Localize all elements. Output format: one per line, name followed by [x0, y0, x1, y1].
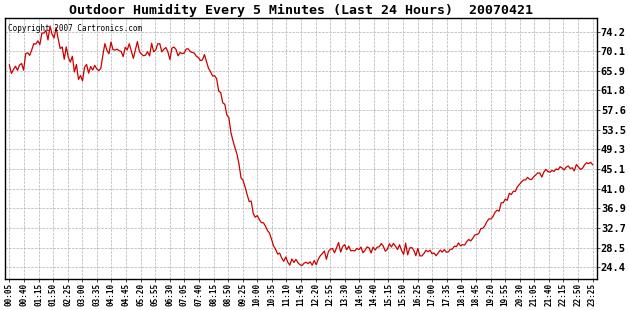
Text: Copyright 2007 Cartronics.com: Copyright 2007 Cartronics.com — [8, 24, 142, 33]
Title: Outdoor Humidity Every 5 Minutes (Last 24 Hours)  20070421: Outdoor Humidity Every 5 Minutes (Last 2… — [69, 4, 533, 17]
